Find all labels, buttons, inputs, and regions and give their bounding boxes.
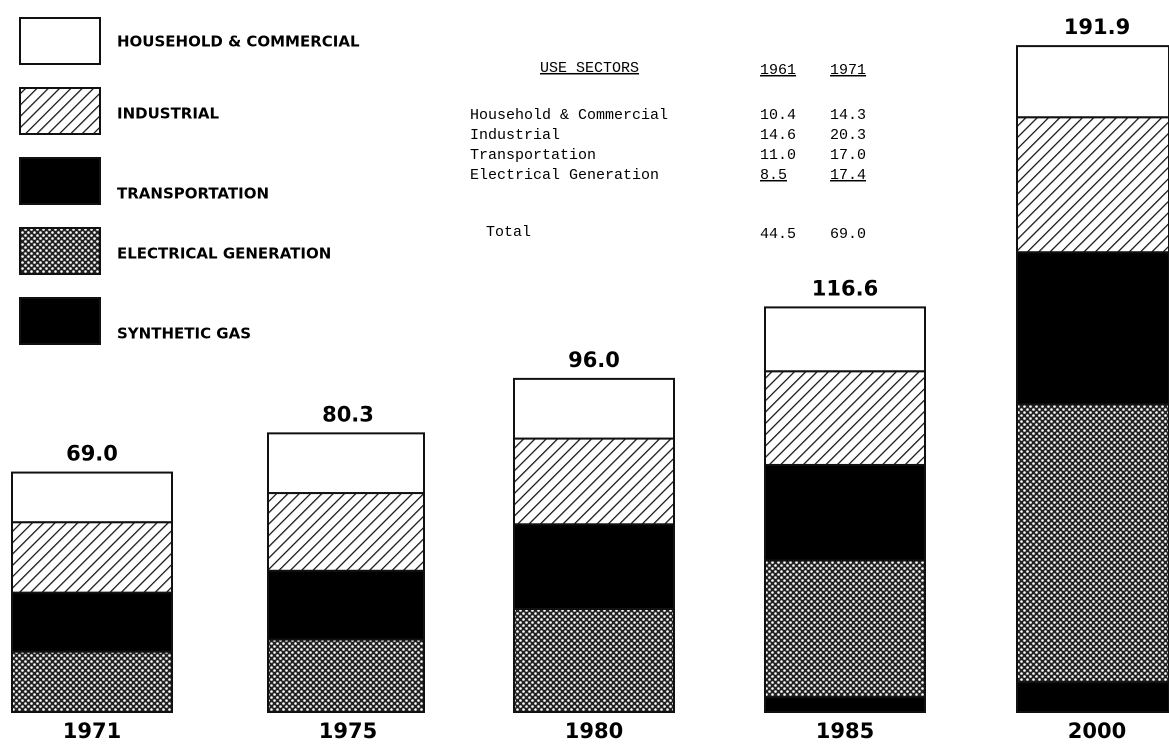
legend-swatch (19, 87, 101, 135)
table-cell: 20.3 (830, 127, 866, 144)
table-cell: 11.0 (760, 147, 796, 164)
table-cell: 14.3 (830, 107, 866, 124)
bar-segment (1016, 45, 1169, 119)
legend-swatch (19, 227, 101, 275)
legend-swatch (19, 17, 101, 65)
legend-label: ELECTRICAL GENERATION (117, 245, 331, 263)
legend-label: HOUSEHOLD & COMMERCIAL (117, 33, 360, 51)
bar-segment (764, 370, 926, 466)
x-tick-label: 1985 (816, 719, 874, 743)
table-total: 69.0 (830, 226, 866, 243)
table-total-label: Total (486, 224, 531, 241)
x-tick-label: 2000 (1068, 719, 1126, 743)
bar-segment (267, 492, 425, 572)
x-tick-label: 1980 (565, 719, 623, 743)
bar-segment (267, 638, 425, 713)
bar-segment (1016, 251, 1169, 406)
bar-segment (11, 471, 173, 524)
x-tick-label: 1971 (63, 719, 121, 743)
table-column: 1961 (760, 62, 796, 79)
table-cell: Household & Commercial (470, 107, 668, 124)
bar-segment (513, 377, 675, 440)
bar-segment (513, 437, 675, 526)
bar-segment (513, 523, 675, 610)
table-total: 44.5 (760, 226, 796, 243)
x-tick-label: 1975 (319, 719, 377, 743)
table-cell: Transportation (470, 147, 596, 164)
bar-segment (1016, 403, 1169, 684)
total-label: 191.9 (1064, 15, 1130, 39)
bar-segment (764, 696, 926, 713)
table-cell: 17.4 (830, 167, 866, 184)
table-cell: Industrial (470, 127, 560, 144)
legend-label: INDUSTRIAL (117, 105, 220, 123)
table-cell: 14.6 (760, 127, 796, 144)
total-label: 116.6 (812, 276, 878, 300)
table-cell: 10.4 (760, 107, 796, 124)
bar-segment (764, 463, 926, 562)
total-label: 69.0 (66, 442, 118, 466)
total-label: 80.3 (322, 402, 374, 426)
bar-segment (11, 591, 173, 653)
legend-label: SYNTHETIC GAS (117, 325, 251, 343)
bar-segment (1016, 116, 1169, 254)
table-column: 1971 (830, 62, 866, 79)
bar-segment (267, 432, 425, 495)
legend-swatch (19, 157, 101, 205)
bar-segment (764, 306, 926, 373)
total-label: 96.0 (568, 348, 620, 372)
bar-segment (267, 569, 425, 641)
legend-label: TRANSPORTATION (117, 185, 269, 203)
bar-segment (1016, 681, 1169, 714)
table-cell: 8.5 (760, 167, 787, 184)
legend-swatch (19, 297, 101, 345)
table-cell: 17.0 (830, 147, 866, 164)
table-title: USE SECTORS (540, 60, 639, 77)
bar-segment (513, 607, 675, 713)
table-cell: Electrical Generation (470, 167, 659, 184)
bar-segment (11, 521, 173, 594)
bar-segment (11, 650, 173, 714)
bar-segment (764, 559, 926, 699)
